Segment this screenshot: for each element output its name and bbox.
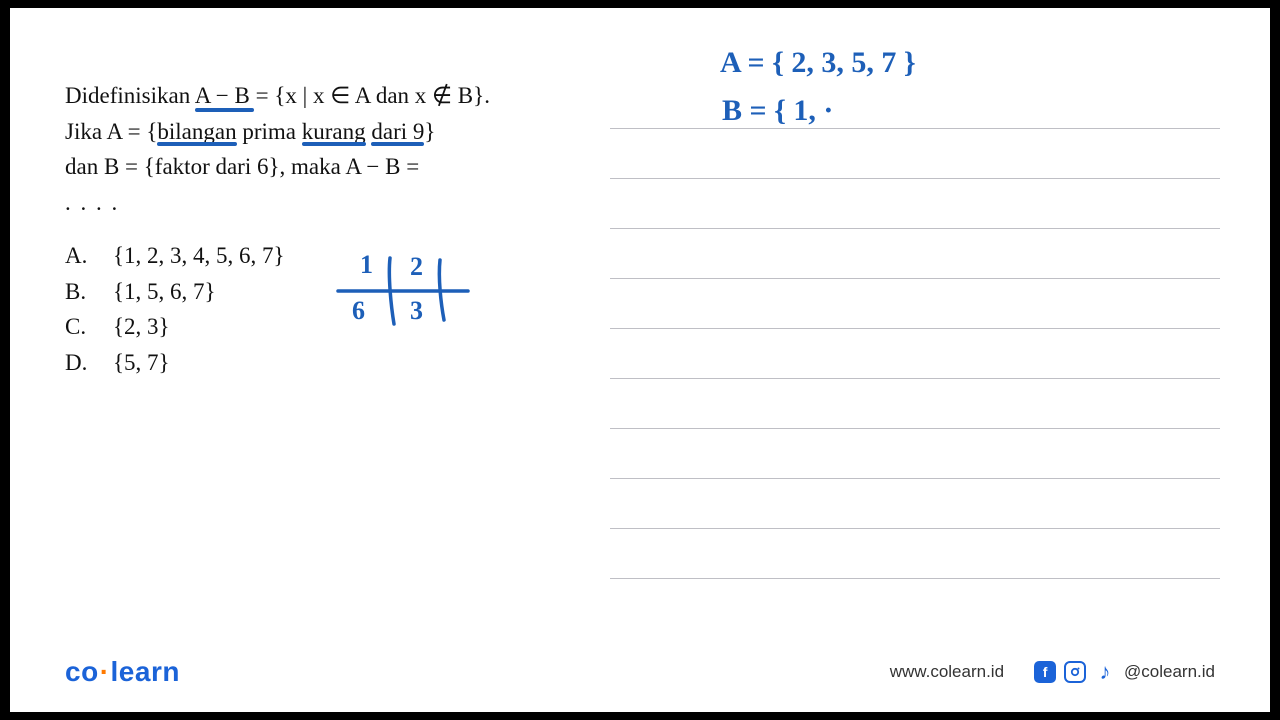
ruled-line [610, 528, 1220, 529]
hand-set-b: B = { 1, · [722, 94, 833, 128]
facebook-icon[interactable]: f [1034, 661, 1056, 683]
option-a[interactable]: A. {1, 2, 3, 4, 5, 6, 7} [65, 238, 285, 274]
ruled-line [610, 228, 1220, 229]
factor-tr: 2 [410, 252, 423, 282]
logo-left: co [65, 656, 99, 687]
question-line-4: . . . . [65, 185, 585, 221]
question-line-2: Jika A = {bilangan prima kurang dari 9} [65, 114, 585, 150]
factor-br: 3 [410, 296, 423, 326]
underline-dari9 [371, 142, 424, 146]
underline-kurang [302, 142, 366, 146]
option-text: {1, 2, 3, 4, 5, 6, 7} [113, 238, 285, 274]
option-b[interactable]: B. {1, 5, 6, 7} [65, 274, 285, 310]
factor-bl: 6 [352, 296, 365, 326]
tiktok-icon[interactable]: ♪ [1094, 661, 1116, 683]
ruled-line [610, 278, 1220, 279]
q2-g1: prima [237, 119, 302, 144]
question-line-1: Didefinisikan A − B = {x | x ∈ A dan x ∉… [65, 78, 585, 114]
q2-w2: kurang [302, 119, 366, 144]
option-text: {2, 3} [113, 309, 170, 345]
option-d[interactable]: D. {5, 7} [65, 345, 285, 381]
hand-set-a: A = { 2, 3, 5, 7 } [720, 46, 916, 80]
instagram-icon[interactable] [1064, 661, 1086, 683]
option-label: B. [65, 274, 91, 310]
underline-bilangan [157, 142, 236, 146]
q1-post: = {x | x ∈ A dan x ∉ B}. [250, 83, 490, 108]
q1-mid: A − B [195, 83, 250, 108]
notes-area [610, 128, 1220, 642]
footer: co·learn www.colearn.id f ♪ @colearn.id [10, 652, 1270, 692]
option-label: C. [65, 309, 91, 345]
ruled-line [610, 128, 1220, 129]
q2-pre: Jika A = { [65, 119, 157, 144]
ruled-line [610, 478, 1220, 479]
footer-right: www.colearn.id f ♪ @colearn.id [890, 661, 1215, 683]
underline-amb [195, 108, 254, 112]
q1-pre: Didefinisikan [65, 83, 195, 108]
question-block: Didefinisikan A − B = {x | x ∈ A dan x ∉… [65, 78, 585, 221]
option-label: D. [65, 345, 91, 381]
option-text: {1, 5, 6, 7} [113, 274, 216, 310]
option-label: A. [65, 238, 91, 274]
footer-url[interactable]: www.colearn.id [890, 662, 1004, 682]
answer-options: A. {1, 2, 3, 4, 5, 6, 7} B. {1, 5, 6, 7}… [65, 238, 285, 381]
ruled-line [610, 178, 1220, 179]
brand-logo: co·learn [65, 656, 180, 688]
logo-right: learn [111, 656, 180, 687]
question-line-3: dan B = {faktor dari 6}, maka A − B = [65, 149, 585, 185]
ruled-line [610, 428, 1220, 429]
q2-w1: bilangan [157, 119, 236, 144]
option-c[interactable]: C. {2, 3} [65, 309, 285, 345]
social-icons: f ♪ @colearn.id [1034, 661, 1215, 683]
option-text: {5, 7} [113, 345, 170, 381]
q2-post: } [424, 119, 435, 144]
ruled-line [610, 578, 1220, 579]
ruled-line [610, 328, 1220, 329]
logo-dot: · [99, 656, 111, 687]
page: Didefinisikan A − B = {x | x ∈ A dan x ∉… [10, 8, 1270, 712]
q2-w3: dari 9 [371, 119, 424, 144]
footer-handle[interactable]: @colearn.id [1124, 662, 1215, 682]
factor-tl: 1 [360, 250, 373, 280]
ruled-line [610, 378, 1220, 379]
